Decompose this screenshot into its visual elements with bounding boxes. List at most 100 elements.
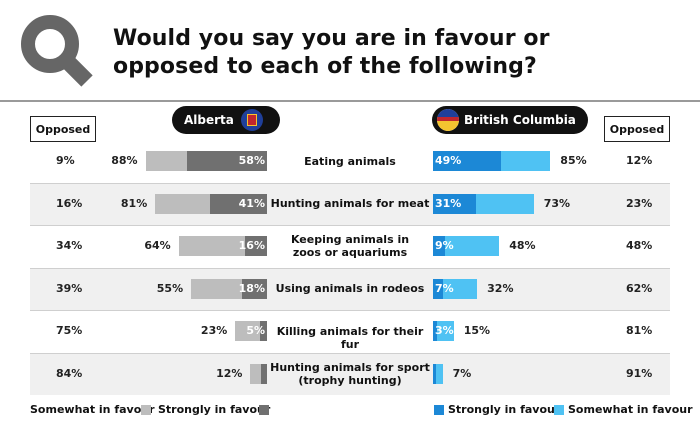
bc-somewhat-bar xyxy=(475,193,534,214)
ab-total-label: 64% xyxy=(144,239,171,253)
legend-bc-strong: Strongly in favour xyxy=(448,403,561,416)
bc-opposed-label: 23% xyxy=(626,196,653,210)
bc-strong-label: 7% xyxy=(435,281,454,295)
category-label-line: Eating animals xyxy=(304,154,396,168)
ab-opposed-label: 34% xyxy=(56,239,83,253)
ab-strong-bar xyxy=(186,151,267,172)
ab-total-label: 81% xyxy=(120,196,148,210)
ab-strong-label: 58% xyxy=(238,154,265,168)
ab-opposed-label: 39% xyxy=(56,281,83,295)
ab-total-label: 88% xyxy=(111,154,138,168)
category-label-line: Using animals in rodeos xyxy=(275,282,425,296)
row-shade xyxy=(30,267,670,310)
category-label: Killing animals for their fur xyxy=(270,325,430,351)
ab-somewhat-bar xyxy=(235,321,261,342)
legend-swatch-ab-somewhat xyxy=(141,405,151,415)
bc-strong-label: 31% xyxy=(435,196,462,210)
legend-swatch-bc-strong xyxy=(434,405,444,415)
bc-total-label: 15% xyxy=(463,324,491,338)
ab-strong-bar xyxy=(210,193,267,214)
row-divider xyxy=(30,267,670,269)
bc-total-label: 7% xyxy=(452,366,472,380)
row-divider xyxy=(30,225,670,226)
alberta-label: Alberta xyxy=(172,106,280,134)
bc-strong-label: 49% xyxy=(435,154,462,168)
bc-total-label: 73% xyxy=(543,196,571,210)
ab-opposed-label: 16% xyxy=(56,196,83,210)
ab-total-label: 12% xyxy=(216,366,243,380)
bc-somewhat-bar xyxy=(435,363,443,384)
ab-strong-bar xyxy=(242,278,267,299)
alberta-flag-icon xyxy=(241,109,263,131)
bc-strong-bar xyxy=(433,321,438,342)
category-label-line: Hunting animals for meat xyxy=(270,197,430,211)
bc-flag-icon xyxy=(437,109,459,131)
bc-opposed-label: 62% xyxy=(626,281,653,295)
bc-strong-bar xyxy=(433,151,501,172)
ab-somewhat-bar xyxy=(155,193,211,214)
ab-strong-label: 18% xyxy=(238,281,265,295)
ab-opposed-label: 84% xyxy=(56,366,83,380)
ab-opposed-label: 9% xyxy=(56,154,75,168)
ab-strong-bar xyxy=(261,363,267,384)
bc-opposed-label: 48% xyxy=(626,239,653,253)
row-divider xyxy=(30,352,670,354)
header: Would you say you are in favour or oppos… xyxy=(0,0,700,102)
legend-ab-somewhat: Somewhat in favour xyxy=(30,403,155,416)
ab-strong-label: 41% xyxy=(238,196,265,210)
bc-strong-bar xyxy=(433,236,446,257)
bc-strong-label: 9% xyxy=(435,239,454,253)
ab-strong-label: 16% xyxy=(238,239,265,253)
row-divider xyxy=(30,182,670,184)
category-label: Keeping animals in zoos or aquariums xyxy=(270,233,430,259)
row-shade xyxy=(30,352,670,395)
bc-somewhat-bar xyxy=(445,236,500,257)
legend-swatch-ab-strong xyxy=(259,405,269,415)
bc-strong-bar xyxy=(433,363,436,384)
legend-swatch-bc-somewhat xyxy=(554,405,564,415)
bc-label-text: British Columbia xyxy=(464,113,576,127)
ab-somewhat-bar xyxy=(191,278,243,299)
ab-somewhat-bar xyxy=(250,363,262,384)
bc-somewhat-bar xyxy=(442,278,478,299)
ab-strong-bar xyxy=(244,236,267,257)
magnifier-icon xyxy=(21,15,93,87)
ab-total-label: 23% xyxy=(200,324,228,338)
bc-somewhat-bar xyxy=(500,151,551,172)
title-line-1: Would you say you are in favour or xyxy=(113,26,550,51)
title-line-2: opposed to each of the following? xyxy=(113,54,537,79)
ab-total-label: 55% xyxy=(156,281,184,295)
bc-opposed-label: 91% xyxy=(626,366,653,380)
bc-strong-bar xyxy=(433,278,443,299)
bc-total-label: 32% xyxy=(487,281,514,295)
opposed-header-right: Opposed xyxy=(604,116,670,142)
bc-strong-bar xyxy=(433,193,476,214)
ab-somewhat-bar xyxy=(178,236,245,257)
category-label: Eating animals xyxy=(270,155,430,168)
category-label-line: (trophy hunting) xyxy=(298,373,402,387)
bc-opposed-label: 81% xyxy=(626,324,653,338)
category-label-line: zoos or aquariums xyxy=(292,246,408,260)
category-label: Hunting animals for meat xyxy=(270,197,430,210)
legend-ab-strong: Strongly in favour xyxy=(158,403,271,416)
ab-somewhat-bar xyxy=(145,151,187,172)
bc-somewhat-bar xyxy=(437,321,454,342)
category-label-line: Hunting animals for sport xyxy=(270,360,430,374)
category-label: Using animals in rodeos xyxy=(270,282,430,295)
ab-opposed-label: 75% xyxy=(56,324,83,338)
bc-total-label: 48% xyxy=(509,239,536,253)
category-label: Hunting animals for sport (trophy hunting… xyxy=(270,361,430,387)
bc-total-label: 85% xyxy=(560,154,587,168)
ab-strong-bar xyxy=(260,321,267,342)
bc-opposed-label: 12% xyxy=(626,154,653,168)
row-shade xyxy=(30,182,670,225)
row-divider xyxy=(30,310,670,311)
opposed-header-left: Opposed xyxy=(30,116,96,142)
category-label-line: Keeping animals in xyxy=(290,233,410,247)
ab-strong-label: 5% xyxy=(246,324,265,338)
legend-bc-somewhat: Somewhat in favour xyxy=(568,403,693,416)
bc-strong-label: 3% xyxy=(435,324,454,338)
alberta-label-text: Alberta xyxy=(184,113,234,127)
category-label-line: Killing animals for their fur xyxy=(276,324,424,351)
